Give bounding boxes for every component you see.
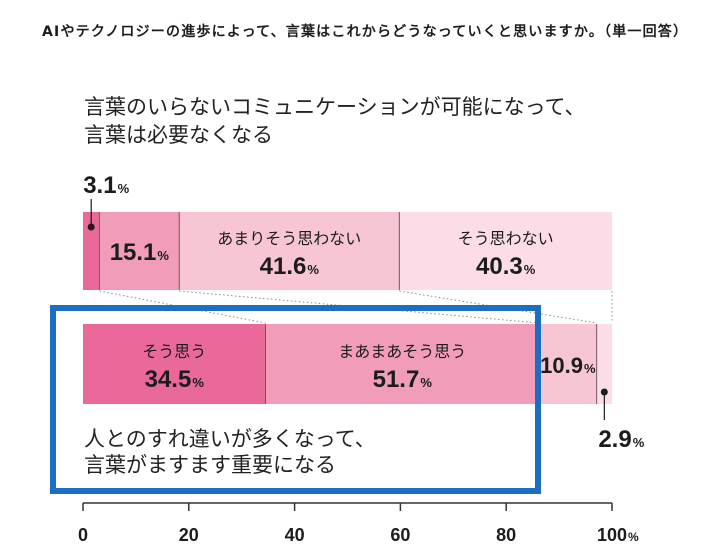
bar-1-segment-2-value-label-unit: % bbox=[157, 248, 169, 263]
question-title: AIやテクノロジーの進歩によって、言葉はこれからどうなっていくと思いますか。（単… bbox=[42, 24, 689, 40]
x-tick-label-2: 40 bbox=[285, 525, 305, 545]
x-tick-label-2-number: 40 bbox=[285, 525, 305, 545]
bar-2-segment-1-name-label: そう思う bbox=[142, 342, 206, 361]
bar-1-segment-3-value-label-unit: % bbox=[307, 262, 319, 277]
statement-1-line-2: 言葉は必要なくなる bbox=[84, 123, 273, 147]
x-tick-label-3: 60 bbox=[390, 525, 410, 545]
bar-2-segment-2-name-label: まあまあそう思う bbox=[338, 342, 466, 361]
bar-1-segment-4-value-label: 40.3% bbox=[476, 253, 536, 280]
x-axis: 0 20 40 60 80 100% bbox=[78, 502, 639, 545]
bar-2 bbox=[83, 324, 612, 404]
x-tick-label-unit: % bbox=[628, 530, 639, 544]
x-tick-label-4: 80 bbox=[496, 525, 516, 545]
statement-2-line-2: 言葉がますます重要になる bbox=[84, 453, 336, 477]
bar-1-segment-3-value-label: 41.6% bbox=[260, 253, 320, 280]
bar-1-segment-2-value-label-number: 15.1 bbox=[110, 239, 157, 266]
statement-1: 言葉のいらないコミュニケーションが可能になって、 言葉は必要なくなる bbox=[84, 93, 585, 149]
x-tick-label-1: 20 bbox=[179, 525, 199, 545]
bar-2-segment-4-value-label: 2.9% bbox=[598, 426, 644, 453]
statement-1-line-1: 言葉のいらないコミュニケーションが可能になって、 bbox=[84, 95, 586, 119]
bar-2-segment-1 bbox=[83, 324, 266, 404]
bar-1-segment-1-value-label-unit: % bbox=[118, 181, 130, 196]
bar-1-segment-3 bbox=[179, 212, 400, 290]
bars bbox=[83, 212, 612, 404]
bar-2-segment-3-value-label-unit: % bbox=[584, 361, 596, 376]
bar-2-segment-4-value-label-unit: % bbox=[633, 435, 645, 450]
bar-2-segment-1-value-label-unit: % bbox=[192, 375, 204, 390]
bar-2-segment-2-value-label-number: 51.7 bbox=[373, 366, 420, 393]
statement-2-line-1: 人とのすれ違いが多くなって、 bbox=[84, 427, 376, 451]
connector-line-3 bbox=[399, 290, 597, 324]
bar-2-segment-1-value-label: 34.5% bbox=[145, 366, 205, 393]
bar-1-segment-1 bbox=[83, 212, 100, 290]
x-tick-label-0-number: 0 bbox=[78, 525, 88, 545]
bar-1-segment-4-value-label-unit: % bbox=[524, 262, 536, 277]
x-tick-label-0: 0 bbox=[78, 525, 88, 545]
bar-2-segment-2-value-label: 51.7% bbox=[373, 366, 433, 393]
bar-1-segment-3-value-label-number: 41.6 bbox=[260, 253, 307, 280]
x-tick-label-1-number: 20 bbox=[179, 525, 199, 545]
value-labels: 3.1%15.1%あまりそう思わない41.6%そう思わない40.3%そう思う34… bbox=[83, 172, 645, 453]
bar-1-segment-4-value-label-number: 40.3 bbox=[476, 253, 523, 280]
x-tick-label-3-number: 60 bbox=[390, 525, 410, 545]
bar-2-segment-4 bbox=[596, 324, 612, 404]
x-tick-label-5: 100% bbox=[597, 525, 639, 545]
bar-2-segment-3-value-label: 10.9% bbox=[540, 353, 596, 378]
bar-2-segment-1-value-label-number: 34.5 bbox=[145, 366, 192, 393]
bar-1-segment-4 bbox=[399, 212, 612, 290]
bar-2-segment-4-leader-dot bbox=[600, 388, 608, 396]
statement-2: 人とのすれ違いが多くなって、 言葉がますます重要になる bbox=[84, 426, 376, 478]
bar-1 bbox=[83, 212, 612, 290]
bar-1-segment-4-name-label: そう思わない bbox=[458, 229, 554, 248]
highlight-box bbox=[50, 305, 541, 494]
bar-2-segment-2-value-label-unit: % bbox=[420, 375, 432, 390]
bar-1-segment-3-name-label: あまりそう思わない bbox=[217, 229, 361, 248]
bar-2-segment-4-value-label-number: 2.9 bbox=[598, 426, 631, 453]
bar-1-segment-2-value-label: 15.1% bbox=[110, 239, 170, 266]
bar-1-segment-2 bbox=[99, 212, 180, 290]
bar-1-segment-1-leader-dot bbox=[87, 223, 95, 231]
x-tick-label-5-number: 100 bbox=[597, 525, 627, 545]
bar-2-segment-3-value-label-number: 10.9 bbox=[540, 353, 583, 378]
bar-1-segment-1-value-label-number: 3.1 bbox=[83, 172, 116, 199]
x-tick-label-4-number: 80 bbox=[496, 525, 516, 545]
bar-1-segment-1-value-label: 3.1% bbox=[83, 172, 129, 199]
bar-2-segment-2 bbox=[265, 324, 539, 404]
highlight bbox=[50, 305, 541, 494]
bar-2-segment-3 bbox=[538, 324, 597, 404]
